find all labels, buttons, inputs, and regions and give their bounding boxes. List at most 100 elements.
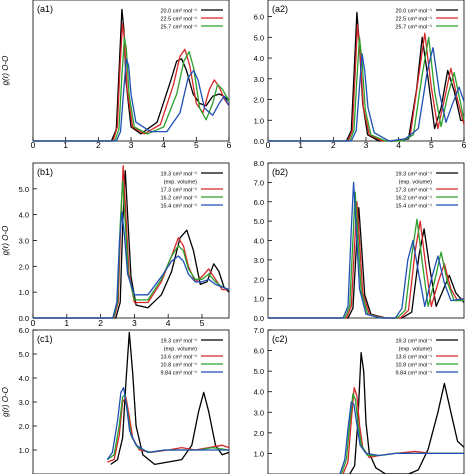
y-tick-label: 2.0 (19, 422, 29, 431)
series-line-3 (268, 181, 465, 319)
series-line-3 (268, 47, 465, 142)
y-tick-label: 6.0 (254, 347, 264, 356)
series-line-1 (33, 164, 229, 319)
x-tick-label: 4 (396, 140, 401, 150)
x-tick-label: 1 (298, 140, 303, 150)
x-tick-label: 0 (31, 318, 36, 328)
legend-label: 10.8 cm³ mol⁻¹ (395, 363, 432, 369)
x-tick-label: 3 (129, 140, 134, 150)
series-line-2 (33, 180, 230, 319)
y-tick-label: 0.0 (19, 314, 29, 323)
y-tick-label: 2.0 (19, 262, 29, 271)
y-axis-label: g(r) O-O (1, 56, 10, 86)
x-tick-label: 3 (132, 318, 137, 328)
y-tick-label: 4.0 (254, 388, 264, 397)
legend-label: 17.3 cm³ mol⁻¹ (160, 188, 197, 194)
legend-label: (exp. volume) (164, 347, 197, 353)
y-tick-label: 3.0 (254, 256, 264, 265)
series-line-1 (107, 396, 230, 463)
y-tick-label: 2.0 (254, 96, 264, 105)
series-line-0 (33, 8, 230, 142)
y-axis-label: g(r) O-O (1, 387, 10, 417)
y-tick-label: 7.0 (254, 178, 264, 187)
x-tick-label: 2 (98, 318, 103, 328)
series-line-2 (33, 36, 230, 142)
legend-label: 9.84 cm³ mol⁻¹ (160, 371, 197, 377)
y-tick-label: 5.0 (254, 367, 264, 376)
legend-label: 19.3 cm³ mol⁻¹ (160, 172, 197, 178)
legend-label: (exp. volume) (399, 347, 432, 353)
y-axis-label: g(r) O-O (1, 226, 10, 256)
legend-label: 9.84 cm³ mol⁻¹ (395, 371, 432, 377)
y-tick-label: 1.0 (19, 288, 29, 297)
series-line-3 (33, 58, 230, 142)
x-tick-label: 5 (194, 140, 199, 150)
legend-label: 22.5 cm³ mol⁻¹ (395, 17, 432, 23)
y-tick-label: 5.0 (254, 217, 264, 226)
y-tick-label: 3.0 (19, 237, 29, 246)
legend-label: 19.3 cm³ mol⁻¹ (395, 172, 432, 178)
legend-label: 22.5 cm³ mol⁻¹ (160, 17, 197, 23)
y-tick-label: 6.0 (254, 13, 264, 22)
panel-label: (b1) (37, 167, 53, 177)
y-tick-label: 6.0 (254, 198, 264, 207)
legend-label: 25.7 cm³ mol⁻¹ (160, 25, 197, 31)
panel-label: (a2) (272, 4, 288, 14)
series-line-3 (106, 386, 229, 460)
series-line-2 (268, 36, 465, 142)
series-line-1 (342, 386, 464, 474)
x-tick-label: 4 (161, 140, 166, 150)
y-tick-label: 4.0 (254, 237, 264, 246)
x-tick-label: 0 (31, 140, 36, 150)
y-tick-label: 5.0 (19, 350, 29, 359)
y-tick-label: 1.0 (254, 449, 264, 458)
series-line-0 (349, 351, 465, 474)
legend-label: 16.2 cm³ mol⁻¹ (395, 196, 432, 202)
y-tick-label: 5.0 (254, 33, 264, 42)
series-line-3 (339, 401, 464, 474)
x-tick-label: 6 (227, 140, 232, 150)
y-tick-label: 5.0 (19, 185, 29, 194)
legend-label: 13.6 cm³ mol⁻¹ (160, 355, 197, 361)
series-line-0 (268, 206, 465, 319)
y-tick-label: 0.0 (254, 314, 264, 323)
series-line-0 (33, 170, 230, 319)
series-line-3 (33, 211, 230, 319)
y-tick-label: 6.0 (19, 326, 29, 335)
y-tick-label: 4.0 (254, 54, 264, 63)
y-tick-label: 1.0 (254, 295, 264, 304)
legend-label: 13.6 cm³ mol⁻¹ (395, 355, 432, 361)
plot-frame (267, 329, 465, 474)
x-tick-label: 2 (331, 140, 336, 150)
x-tick-label: 4 (166, 318, 171, 328)
x-tick-label: 3 (364, 140, 369, 150)
plot-frame (32, 162, 230, 319)
panel-label: (c2) (272, 334, 288, 344)
panel-label: (b2) (272, 167, 288, 177)
series-line-0 (110, 331, 230, 466)
y-tick-label: 8.0 (254, 159, 264, 168)
legend-label: (exp. volume) (164, 180, 197, 186)
legend-label: 19.3 cm³ mol⁻¹ (395, 339, 432, 345)
y-tick-label: 1.0 (254, 116, 264, 125)
series-line-2 (268, 191, 464, 319)
x-tick-label: 1 (63, 140, 68, 150)
x-tick-label: 0 (266, 140, 271, 150)
y-tick-label: 3.0 (254, 408, 264, 417)
legend-label: 25.7 cm³ mol⁻¹ (395, 25, 432, 31)
x-tick-label: 5 (200, 318, 205, 328)
y-tick-label: 2.0 (254, 275, 264, 284)
series-line-2 (340, 393, 464, 474)
series-line-1 (33, 22, 230, 142)
legend-label: 17.3 cm³ mol⁻¹ (395, 188, 432, 194)
legend-label: 15.4 cm³ mol⁻¹ (395, 204, 432, 210)
legend-label: 19.3 cm³ mol⁻¹ (160, 339, 197, 345)
legend-label: (exp. volume) (399, 180, 432, 186)
panel-label: (c1) (37, 334, 53, 344)
y-tick-label: 7.0 (254, 326, 264, 335)
x-tick-label: 2 (96, 140, 101, 150)
legend-label: 10.8 cm³ mol⁻¹ (160, 363, 197, 369)
y-tick-label: 1.0 (19, 446, 29, 455)
legend-label: 16.2 cm³ mol⁻¹ (160, 196, 197, 202)
